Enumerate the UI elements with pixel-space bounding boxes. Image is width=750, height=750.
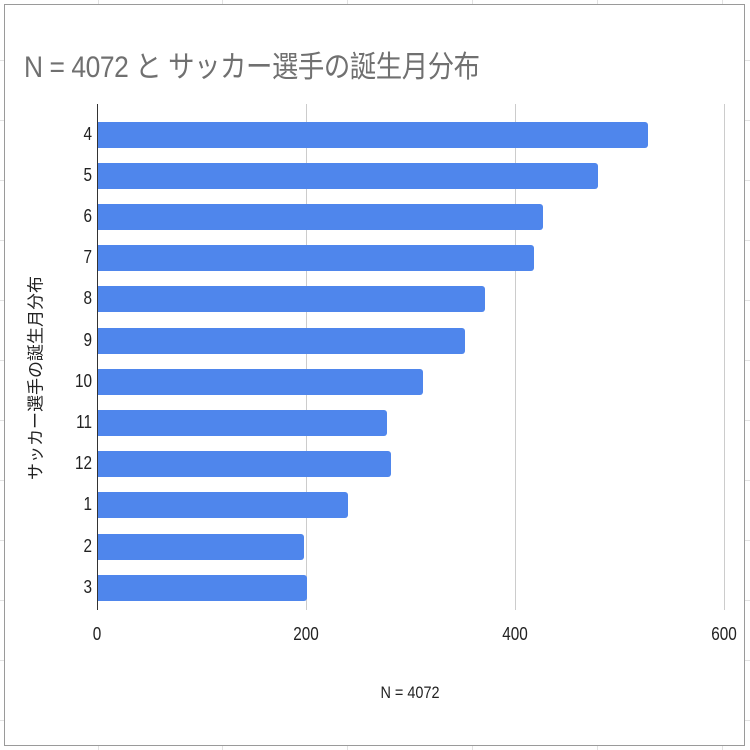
bar-month-6[interactable] <box>98 203 544 230</box>
bar-month-1[interactable] <box>98 492 348 519</box>
bar-month-3[interactable] <box>98 574 307 601</box>
category-label: 7 <box>83 247 92 268</box>
category-label: 12 <box>74 453 92 474</box>
gridline-200 <box>306 104 307 610</box>
bar-month-8[interactable] <box>98 286 485 313</box>
bar-month-11[interactable] <box>98 409 388 436</box>
chart-title: N = 4072 と サッカー選手の誕生月分布 <box>24 51 480 84</box>
category-label: 10 <box>74 370 92 391</box>
bar-month-12[interactable] <box>98 451 391 478</box>
bar-month-9[interactable] <box>98 327 465 354</box>
category-label: 6 <box>83 205 92 226</box>
plot-area <box>97 104 725 610</box>
gridline-600 <box>724 104 725 610</box>
bar-month-7[interactable] <box>98 245 534 272</box>
bar-month-5[interactable] <box>98 162 598 189</box>
y-axis-title: サッカー選手の誕生月分布 <box>26 276 46 480</box>
category-label: 5 <box>83 164 92 185</box>
bar-month-4[interactable] <box>98 121 648 148</box>
category-label: 1 <box>83 494 92 515</box>
gridline-400 <box>515 104 516 610</box>
bar-month-10[interactable] <box>98 368 423 395</box>
y-axis-line <box>97 104 98 610</box>
category-label: 11 <box>76 411 92 432</box>
category-label: 9 <box>83 329 92 350</box>
category-label: 2 <box>83 535 92 556</box>
x-tick-label: 400 <box>502 624 528 644</box>
x-tick-label: 600 <box>711 624 737 644</box>
category-label: 8 <box>83 288 92 309</box>
x-axis-title: N = 4072 <box>380 683 440 702</box>
x-tick-label: 0 <box>92 624 102 644</box>
category-label: 4 <box>83 123 92 144</box>
x-tick-label: 200 <box>293 624 319 644</box>
category-label: 3 <box>83 576 92 597</box>
bar-month-2[interactable] <box>98 533 304 560</box>
